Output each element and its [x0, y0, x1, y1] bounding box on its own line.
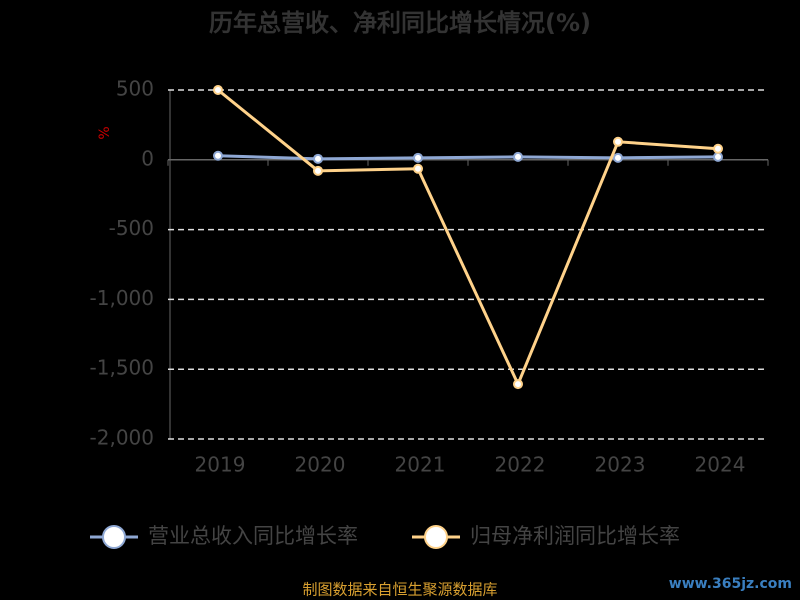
y-tick-label: -2,000 [90, 426, 154, 450]
series-point [513, 151, 523, 162]
series-point [613, 136, 623, 147]
y-tick-label: 0 [141, 146, 154, 170]
y-tick-label: 500 [116, 77, 154, 101]
y-tick-label: -1,000 [90, 286, 154, 310]
series-point [713, 151, 723, 162]
x-tick-label: 2021 [395, 453, 446, 477]
x-tick-label: 2023 [595, 453, 646, 477]
series-point [313, 153, 323, 164]
x-tick-label: 2022 [495, 453, 546, 477]
source-note: 制图数据来自恒生聚源数据库 [302, 581, 497, 599]
series-point [413, 152, 423, 163]
series-point [513, 379, 523, 390]
watermark: www.365jz.com [669, 576, 792, 592]
series-point [313, 165, 323, 176]
x-tick-label: 2024 [695, 453, 746, 477]
legend-marker [102, 525, 126, 549]
y-axis-label: % [97, 126, 113, 139]
series-line [217, 88, 719, 388]
x-tick-label: 2020 [295, 453, 346, 477]
series-point [713, 143, 723, 154]
y-tick-label: -1,500 [90, 356, 154, 380]
legend-label: 营业总收入同比增长率 [148, 524, 358, 548]
chart-title: 历年总营收、净利同比增长情况(%) [209, 9, 591, 37]
y-tick-label: -500 [109, 216, 154, 240]
legend-marker [424, 525, 448, 549]
series-point [213, 150, 223, 161]
series-point [613, 152, 623, 163]
series-point [413, 163, 423, 174]
legend-label: 归母净利润同比增长率 [470, 524, 680, 548]
series-point [213, 85, 223, 95]
x-tick-label: 2019 [195, 453, 246, 477]
